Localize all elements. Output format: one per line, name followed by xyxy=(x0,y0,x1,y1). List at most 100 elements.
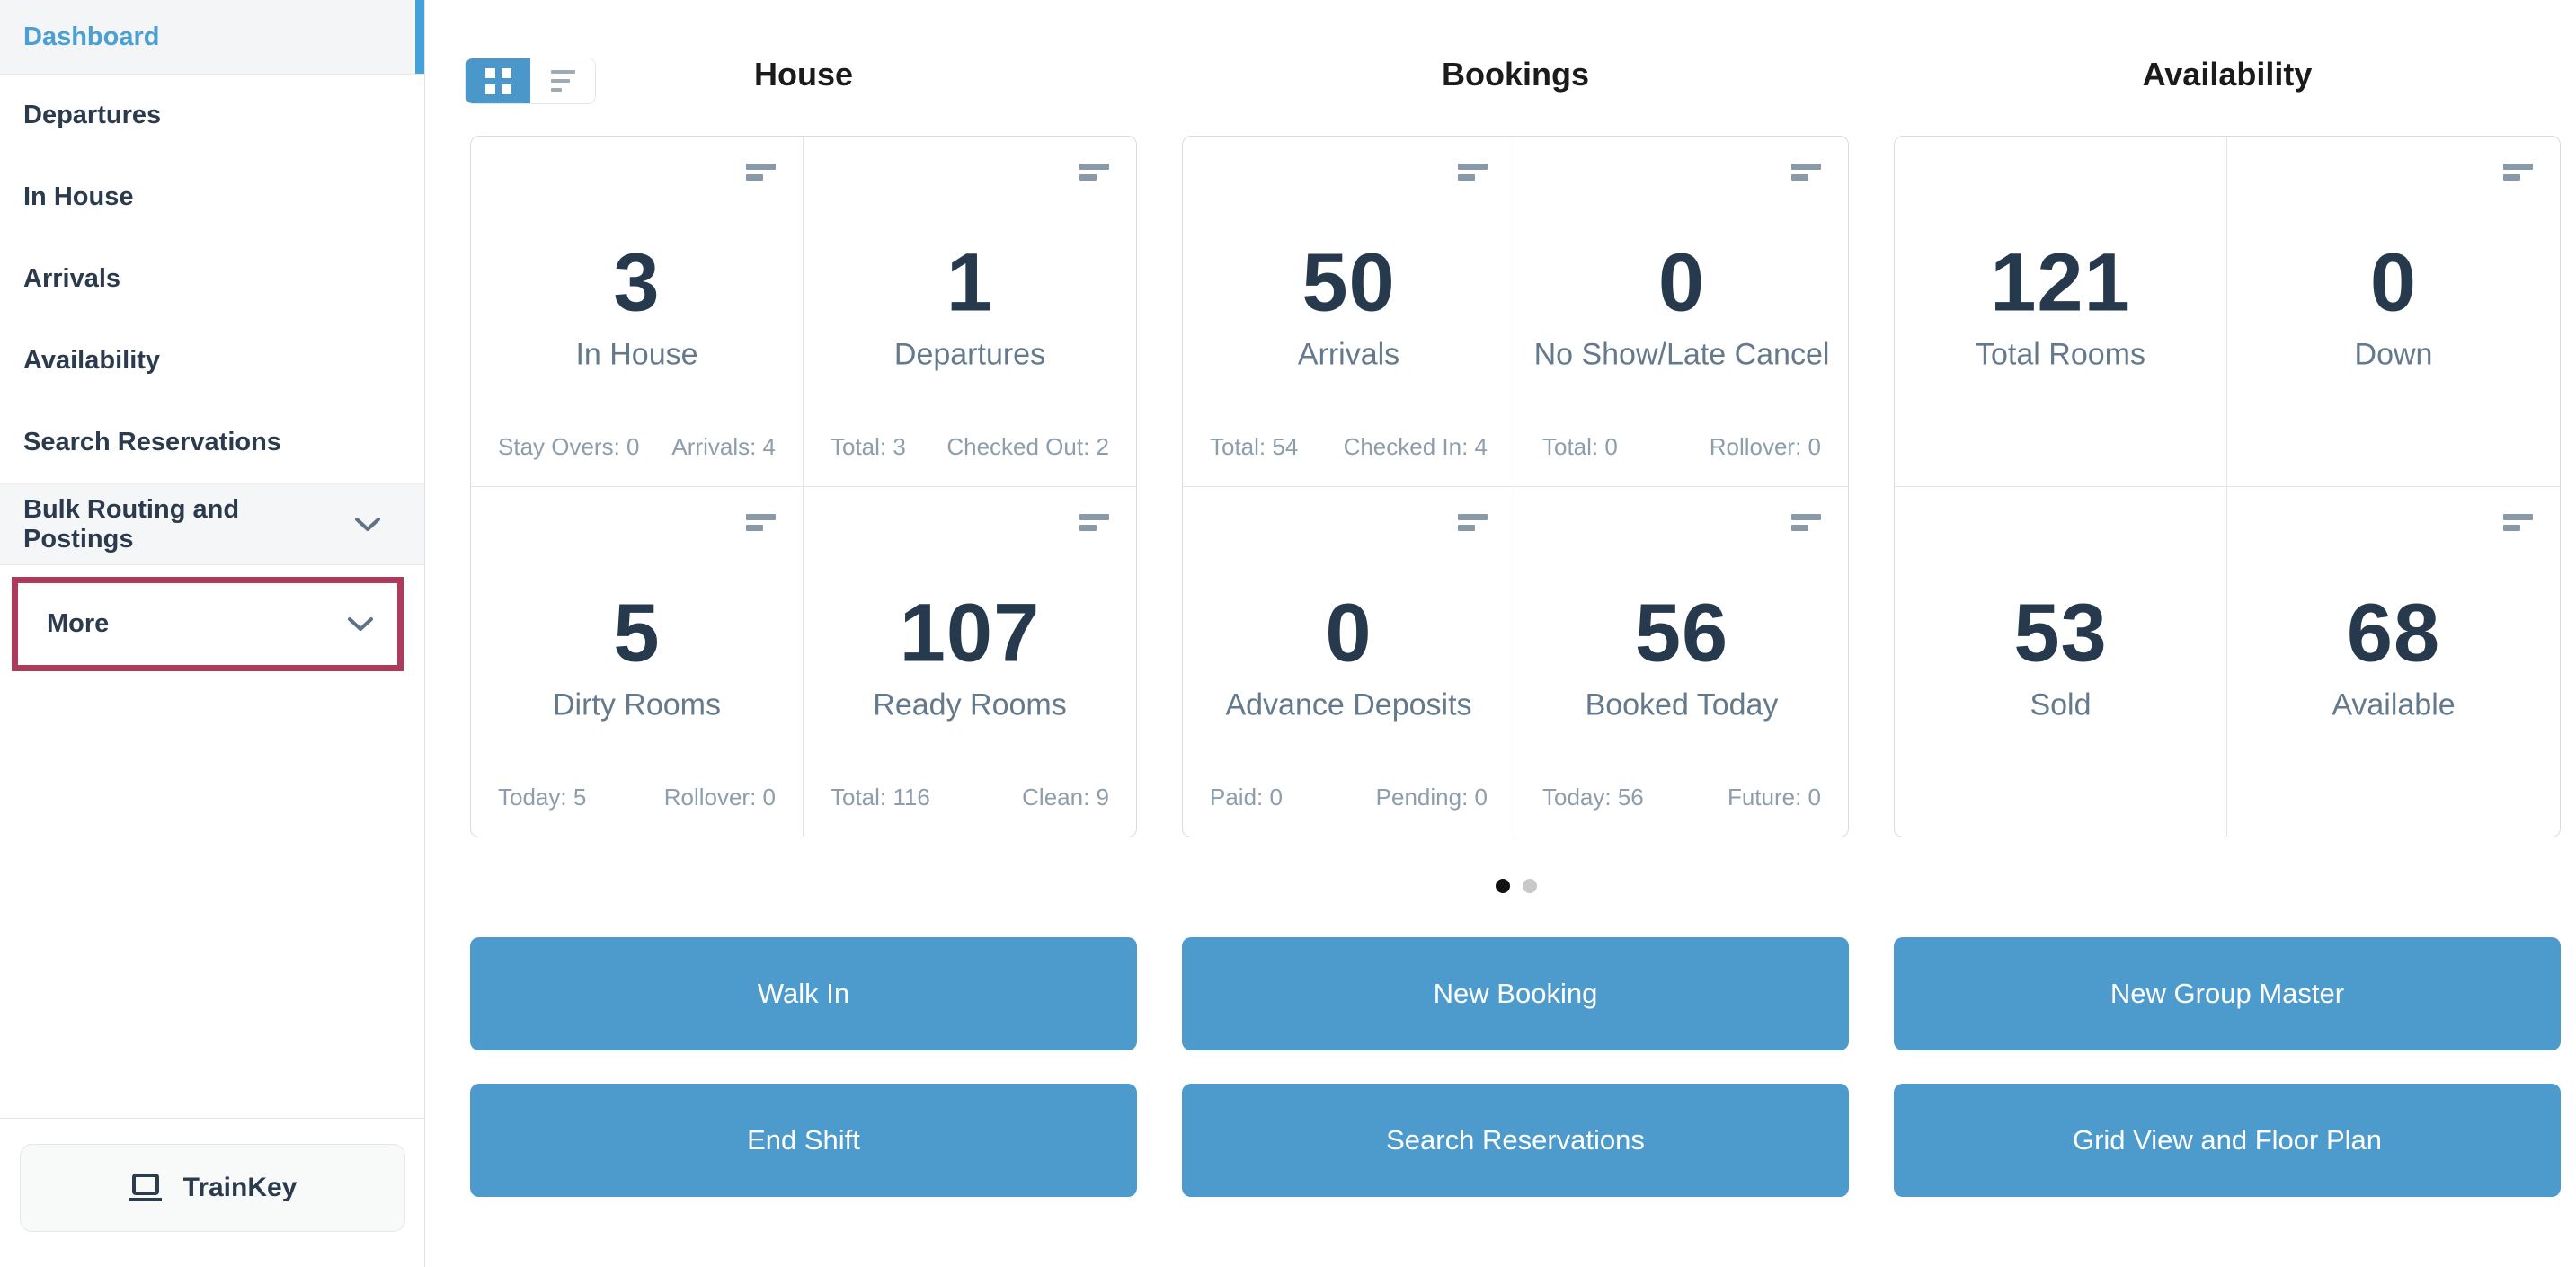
stat-value: 53 xyxy=(2013,587,2108,679)
grid-view-floor-plan-button[interactable]: Grid View and Floor Plan xyxy=(1894,1084,2561,1197)
sidebar-item-label: Search Reservations xyxy=(23,428,281,456)
stat-substats: Total: 3 Checked Out: 2 xyxy=(831,433,1109,461)
carousel-dot-1[interactable] xyxy=(1495,879,1510,893)
substat-left: Today: 56 xyxy=(1542,784,1644,811)
stat-label: Advance Deposits xyxy=(1225,687,1472,722)
search-reservations-button[interactable]: Search Reservations xyxy=(1182,1084,1849,1197)
sidebar-item-bulk-routing-and-postings[interactable]: Bulk Routing and Postings xyxy=(0,483,424,565)
availability-card: 121 Total Rooms 0 Down 53 Sold 68 xyxy=(1894,136,2561,837)
stat-cell-sold: 53 Sold xyxy=(1895,486,2227,837)
sidebar-item-arrivals[interactable]: Arrivals xyxy=(0,238,424,320)
stat-menu-icon[interactable] xyxy=(1079,164,1109,181)
section-title-availability: Availability xyxy=(2142,56,2313,93)
sidebar-item-dashboard[interactable]: Dashboard xyxy=(0,0,424,75)
trainkey-button[interactable]: TrainKey xyxy=(19,1144,405,1232)
substat-left: Today: 5 xyxy=(498,784,587,811)
stat-label: Departures xyxy=(893,337,1046,372)
substat-right: Future: 0 xyxy=(1727,784,1821,811)
substat-left: Stay Overs: 0 xyxy=(498,432,640,460)
house-card: 3 In House Stay Overs: 0 Arrivals: 4 1 D… xyxy=(470,136,1137,837)
substat-left: Total: 116 xyxy=(831,784,930,811)
substat-left: Total: 3 xyxy=(831,432,906,460)
substat-left: Total: 0 xyxy=(1542,432,1618,460)
stat-value: 121 xyxy=(1990,236,2131,329)
quick-actions: Walk In New Booking New Group Master End… xyxy=(470,937,2562,1197)
sidebar-item-label: In House xyxy=(23,182,134,211)
stat-value: 5 xyxy=(613,587,661,679)
stat-substats: Today: 5 Rollover: 0 xyxy=(498,784,776,811)
stat-value: 1 xyxy=(946,236,994,329)
new-group-master-button[interactable]: New Group Master xyxy=(1894,937,2561,1050)
stat-label: In House xyxy=(575,337,698,372)
stat-cell-advance-deposits: 0 Advance Deposits Paid: 0 Pending: 0 xyxy=(1183,486,1515,837)
active-item-indicator xyxy=(415,0,424,74)
chevron-down-icon xyxy=(355,517,380,531)
view-toggle xyxy=(465,58,596,104)
stat-menu-icon[interactable] xyxy=(1458,164,1488,181)
stat-cell-in-house: 3 In House Stay Overs: 0 Arrivals: 4 xyxy=(471,137,804,487)
substat-right: Checked In: 4 xyxy=(1343,432,1488,460)
sidebar-item-search-reservations[interactable]: Search Reservations xyxy=(0,402,424,483)
list-view-button[interactable] xyxy=(530,58,595,103)
sidebar-item-in-house[interactable]: In House xyxy=(0,156,424,238)
stat-substats: Total: 54 Checked In: 4 xyxy=(1210,433,1488,461)
carousel-dot-2[interactable] xyxy=(1522,879,1537,893)
stat-substats: Total: 116 Clean: 9 xyxy=(831,784,1109,811)
stat-menu-icon[interactable] xyxy=(746,513,776,531)
substat-right: Rollover: 0 xyxy=(1709,432,1821,460)
substat-right: Checked Out: 2 xyxy=(946,432,1109,460)
substat-right: Clean: 9 xyxy=(1022,784,1109,811)
stat-value: 50 xyxy=(1301,236,1396,329)
substat-right: Rollover: 0 xyxy=(663,784,776,811)
sidebar: Dashboard Departures In House Arrivals A… xyxy=(0,0,425,1267)
carousel-pagination xyxy=(470,879,2562,893)
dashboard-content: House Bookings Availability 3 In House S… xyxy=(470,0,2562,1197)
sidebar-item-label: Arrivals xyxy=(23,264,121,293)
sidebar-item-departures[interactable]: Departures xyxy=(0,75,424,156)
section-title-house: House xyxy=(753,56,854,93)
substat-right: Arrivals: 4 xyxy=(671,432,776,460)
stat-cell-departures: 1 Departures Total: 3 Checked Out: 2 xyxy=(804,137,1136,487)
walk-in-button[interactable]: Walk In xyxy=(470,937,1137,1050)
stat-menu-icon[interactable] xyxy=(1791,513,1821,531)
stat-menu-icon[interactable] xyxy=(746,164,776,181)
chevron-down-icon xyxy=(348,616,373,631)
sidebar-item-more[interactable]: More xyxy=(18,583,397,665)
stat-substats: Stay Overs: 0 Arrivals: 4 xyxy=(498,433,776,461)
stat-label: Total Rooms xyxy=(1976,337,2145,372)
sidebar-item-label: Bulk Routing and Postings xyxy=(23,494,240,554)
stat-cell-available: 68 Available xyxy=(2227,487,2560,837)
stat-menu-icon[interactable] xyxy=(1458,513,1488,531)
end-shift-button[interactable]: End Shift xyxy=(470,1084,1137,1197)
laptop-icon xyxy=(129,1174,162,1201)
stat-cell-no-show-late-cancel: 0 No Show/Late Cancel Total: 0 Rollover:… xyxy=(1515,137,1848,487)
substat-left: Paid: 0 xyxy=(1210,784,1283,811)
stat-menu-icon[interactable] xyxy=(2503,513,2533,531)
stat-label: Arrivals xyxy=(1297,337,1400,372)
new-booking-button[interactable]: New Booking xyxy=(1182,937,1849,1050)
stat-label: Available xyxy=(2332,687,2456,722)
sidebar-item-availability[interactable]: Availability xyxy=(0,320,424,402)
grid-icon xyxy=(484,67,511,94)
bookings-card: 50 Arrivals Total: 54 Checked In: 4 0 No… xyxy=(1182,136,1849,837)
sidebar-item-label: Availability xyxy=(23,346,161,375)
stat-label: Booked Today xyxy=(1585,687,1779,722)
sidebar-item-label: More xyxy=(47,609,110,638)
list-icon xyxy=(550,70,575,92)
stat-label: Dirty Rooms xyxy=(552,687,722,722)
stat-cell-arrivals: 50 Arrivals Total: 54 Checked In: 4 xyxy=(1183,137,1515,487)
stat-cell-total-rooms: 121 Total Rooms xyxy=(1895,137,2227,487)
stat-substats: Total: 0 Rollover: 0 xyxy=(1542,433,1821,461)
stat-value: 107 xyxy=(899,587,1041,679)
grid-view-button[interactable] xyxy=(466,58,530,103)
trainkey-label: TrainKey xyxy=(182,1173,298,1202)
stat-menu-icon[interactable] xyxy=(1079,513,1109,531)
section-title-bookings: Bookings xyxy=(1441,56,1589,93)
stat-menu-icon[interactable] xyxy=(1791,164,1821,181)
stat-value: 0 xyxy=(2369,236,2418,329)
stat-menu-icon[interactable] xyxy=(2503,164,2533,181)
main-area: House Bookings Availability 3 In House S… xyxy=(425,0,2576,1267)
stat-substats: Paid: 0 Pending: 0 xyxy=(1210,784,1488,811)
stat-label: No Show/Late Cancel xyxy=(1533,337,1830,372)
